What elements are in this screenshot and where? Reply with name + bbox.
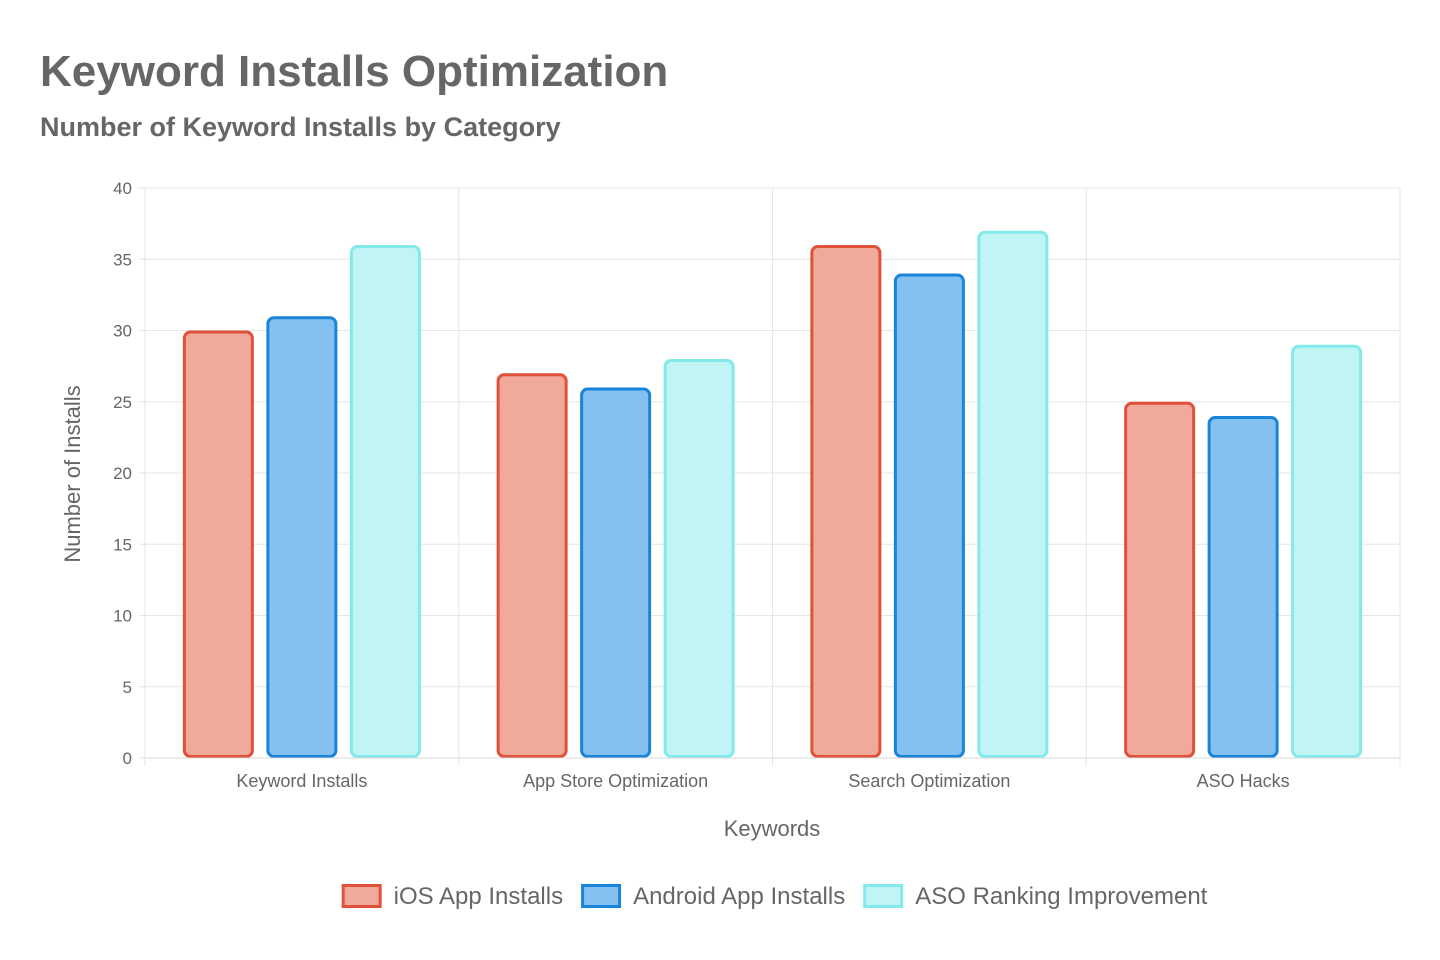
bar-aso-ranking-improvement-2[interactable] xyxy=(977,230,1049,758)
bar-ios-app-installs-2[interactable] xyxy=(810,245,882,758)
bar-aso-ranking-improvement-0[interactable] xyxy=(349,245,421,758)
x-tick-label: App Store Optimization xyxy=(523,771,708,791)
bar-android-app-installs-2[interactable] xyxy=(893,273,965,758)
y-tick-label: 25 xyxy=(113,393,132,412)
legend-item[interactable]: Android App Installs xyxy=(581,883,846,910)
legend-swatch xyxy=(341,884,382,908)
y-tick-label: 20 xyxy=(113,464,132,483)
bar-ios-app-installs-0[interactable] xyxy=(182,330,254,758)
bar-aso-ranking-improvement-3[interactable] xyxy=(1291,344,1363,758)
chart-title: Keyword Installs Optimization xyxy=(40,47,669,96)
x-tick-label: ASO Hacks xyxy=(1197,771,1290,791)
x-tick-label: Keyword Installs xyxy=(236,771,367,791)
legend-label: iOS App Installs xyxy=(394,883,563,910)
bar-android-app-installs-0[interactable] xyxy=(266,316,338,758)
y-axis-title: Number of Installs xyxy=(60,385,85,562)
bar-ios-app-installs-1[interactable] xyxy=(496,373,568,758)
y-tick-label: 30 xyxy=(113,322,132,341)
bar-android-app-installs-1[interactable] xyxy=(580,387,652,758)
legend-label: ASO Ranking Improvement xyxy=(915,883,1207,910)
legend-swatch xyxy=(581,884,622,908)
bar-ios-app-installs-3[interactable] xyxy=(1124,401,1196,758)
legend-item[interactable]: ASO Ranking Improvement xyxy=(863,883,1208,910)
bar-android-app-installs-3[interactable] xyxy=(1207,416,1279,758)
x-tick-label: Search Optimization xyxy=(848,771,1010,791)
chart-subtitle: Number of Keyword Installs by Category xyxy=(40,112,561,142)
x-axis-title: Keywords xyxy=(724,816,821,841)
y-tick-label: 35 xyxy=(113,250,132,269)
bars xyxy=(182,230,1363,758)
legend-item[interactable]: iOS App Installs xyxy=(341,883,563,910)
y-tick-label: 5 xyxy=(123,678,132,697)
legend-swatch xyxy=(863,884,904,908)
legend[interactable]: iOS App Installs Android App Installs ASO … xyxy=(341,883,1208,910)
y-tick-label: 40 xyxy=(113,179,132,198)
bar-aso-ranking-improvement-1[interactable] xyxy=(663,359,735,758)
y-tick-label: 15 xyxy=(113,535,132,554)
y-tick-label: 10 xyxy=(113,607,132,626)
y-tick-label: 0 xyxy=(123,749,132,768)
legend-label: Android App Installs xyxy=(633,883,845,910)
axes: 0 5 10 15 20 25 30 35 40 Keyword Installs App Stor… xyxy=(113,179,1400,791)
